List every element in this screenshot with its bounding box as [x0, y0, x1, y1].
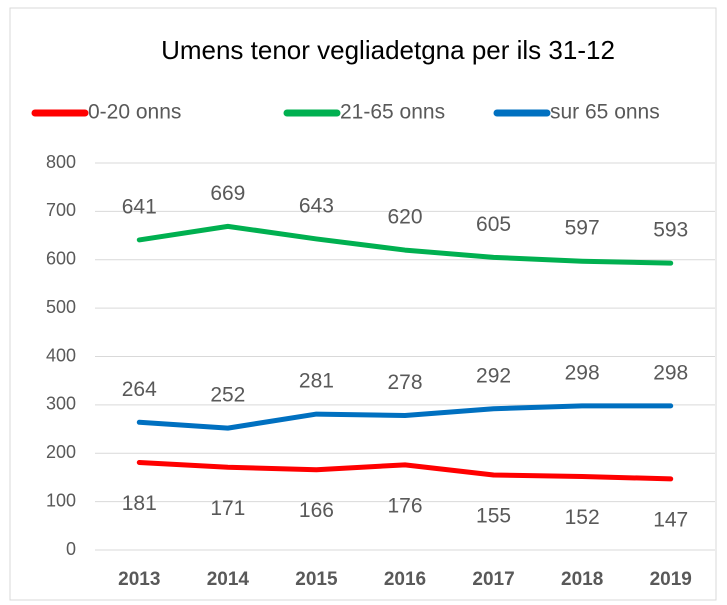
y-tick-label: 800: [46, 152, 76, 172]
data-label: 152: [565, 506, 600, 529]
data-label: 643: [299, 194, 334, 217]
y-tick-label: 500: [46, 297, 76, 317]
x-tick-label: 2017: [472, 569, 514, 590]
data-label: 593: [653, 219, 688, 242]
y-tick-label: 600: [46, 249, 76, 269]
data-label: 264: [122, 378, 157, 401]
legend-label: 21-65 onns: [340, 101, 445, 124]
series-line: [136, 459, 674, 482]
data-label: 298: [565, 361, 600, 384]
data-label: 147: [653, 508, 688, 531]
data-label: 298: [653, 361, 688, 384]
y-tick-label: 0: [66, 539, 76, 559]
y-tick-label: 400: [46, 345, 76, 365]
y-tick-label: 200: [46, 442, 76, 462]
data-label: 171: [210, 497, 245, 520]
data-label: 166: [299, 499, 334, 522]
data-label: 181: [122, 492, 157, 515]
data-label: 281: [299, 370, 334, 393]
data-label: 597: [565, 217, 600, 240]
x-tick-label: 2013: [118, 569, 160, 590]
data-label: 278: [387, 371, 422, 394]
data-label: 155: [476, 505, 511, 528]
series-line: [136, 403, 674, 431]
chart-border: [9, 7, 717, 601]
y-tick-label: 100: [46, 490, 76, 510]
x-tick-label: 2014: [207, 569, 250, 590]
data-label: 669: [210, 182, 245, 205]
data-label: 620: [387, 206, 422, 229]
series-line: [136, 223, 674, 266]
y-tick-label: 700: [46, 200, 76, 220]
data-label: 252: [210, 384, 245, 407]
data-label: 641: [122, 195, 157, 218]
x-tick-label: 2015: [295, 569, 338, 590]
y-tick-label: 300: [46, 394, 76, 414]
legend-label: sur 65 onns: [550, 101, 660, 124]
data-label: 292: [476, 364, 511, 387]
data-label: 605: [476, 213, 511, 236]
x-tick-label: 2018: [561, 569, 603, 590]
x-tick-label: 2019: [650, 569, 692, 590]
data-label: 176: [387, 494, 422, 517]
x-tick-label: 2016: [384, 569, 426, 590]
legend-label: 0-20 onns: [88, 101, 181, 124]
chart-title: Umens tenor vegliadetgna per ils 31-12: [161, 35, 615, 65]
